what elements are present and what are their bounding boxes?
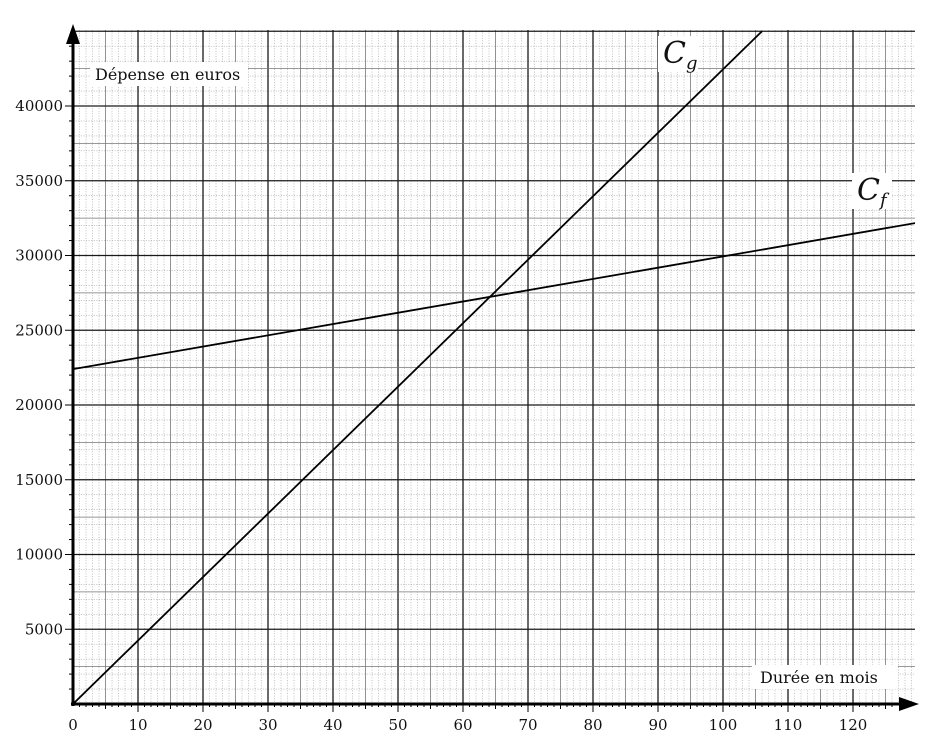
series-line-cf bbox=[73, 222, 915, 371]
x-axis-label: Durée en mois bbox=[760, 668, 878, 687]
ylabel-backdrop bbox=[90, 62, 248, 86]
y-tick-label: 15000 bbox=[15, 471, 63, 489]
x-tick-label: 100 bbox=[709, 716, 738, 734]
x-tick-label: 50 bbox=[388, 716, 407, 734]
y-tick-label: 40000 bbox=[15, 97, 63, 115]
cg-label: Cg bbox=[663, 36, 698, 74]
x-tick-label: 40 bbox=[323, 716, 342, 734]
y-tick-labels: 5000 10000 15000 20000 25000 30000 35000 40000 bbox=[15, 97, 63, 638]
series-line-cg bbox=[73, 30, 763, 704]
cg-label-main: C bbox=[663, 36, 686, 71]
cg-label-backdrop bbox=[658, 36, 698, 72]
x-tick-label: 60 bbox=[453, 716, 472, 734]
x-tick-label: 110 bbox=[774, 716, 803, 734]
x-tick-label: 70 bbox=[518, 716, 537, 734]
x-tick-label: 0 bbox=[68, 716, 78, 734]
y-tick-label: 5000 bbox=[25, 620, 63, 638]
cf-label-backdrop bbox=[852, 173, 892, 209]
x-tick-label: 20 bbox=[193, 716, 212, 734]
y-tick-label: 25000 bbox=[15, 321, 63, 339]
y-tick-label: 35000 bbox=[15, 172, 63, 190]
y-tick-label: 20000 bbox=[15, 396, 63, 414]
cf-label-main: C bbox=[857, 173, 880, 208]
curve-labels: Cg Cf bbox=[658, 36, 892, 211]
x-tick-label: 30 bbox=[258, 716, 277, 734]
major-grid bbox=[73, 30, 915, 704]
y-tick-label: 30000 bbox=[15, 247, 63, 265]
y-tick-label: 10000 bbox=[15, 546, 63, 564]
xlabel-backdrop bbox=[752, 665, 898, 689]
series-lines bbox=[73, 30, 915, 704]
x-tick-label: 120 bbox=[839, 716, 868, 734]
cg-label-sub: g bbox=[686, 53, 698, 74]
x-tick-label: 80 bbox=[583, 716, 602, 734]
x-axis-arrow bbox=[899, 697, 919, 711]
x-tick-label: 10 bbox=[128, 716, 147, 734]
axes bbox=[65, 24, 919, 712]
y-axis-arrow bbox=[66, 24, 80, 44]
x-tick-labels: 0 10 20 30 40 50 60 70 80 90 100 110 120 bbox=[68, 716, 867, 734]
y-axis-label: Dépense en euros bbox=[95, 65, 240, 84]
x-tick-label: 90 bbox=[648, 716, 667, 734]
minor-grid bbox=[73, 30, 915, 704]
